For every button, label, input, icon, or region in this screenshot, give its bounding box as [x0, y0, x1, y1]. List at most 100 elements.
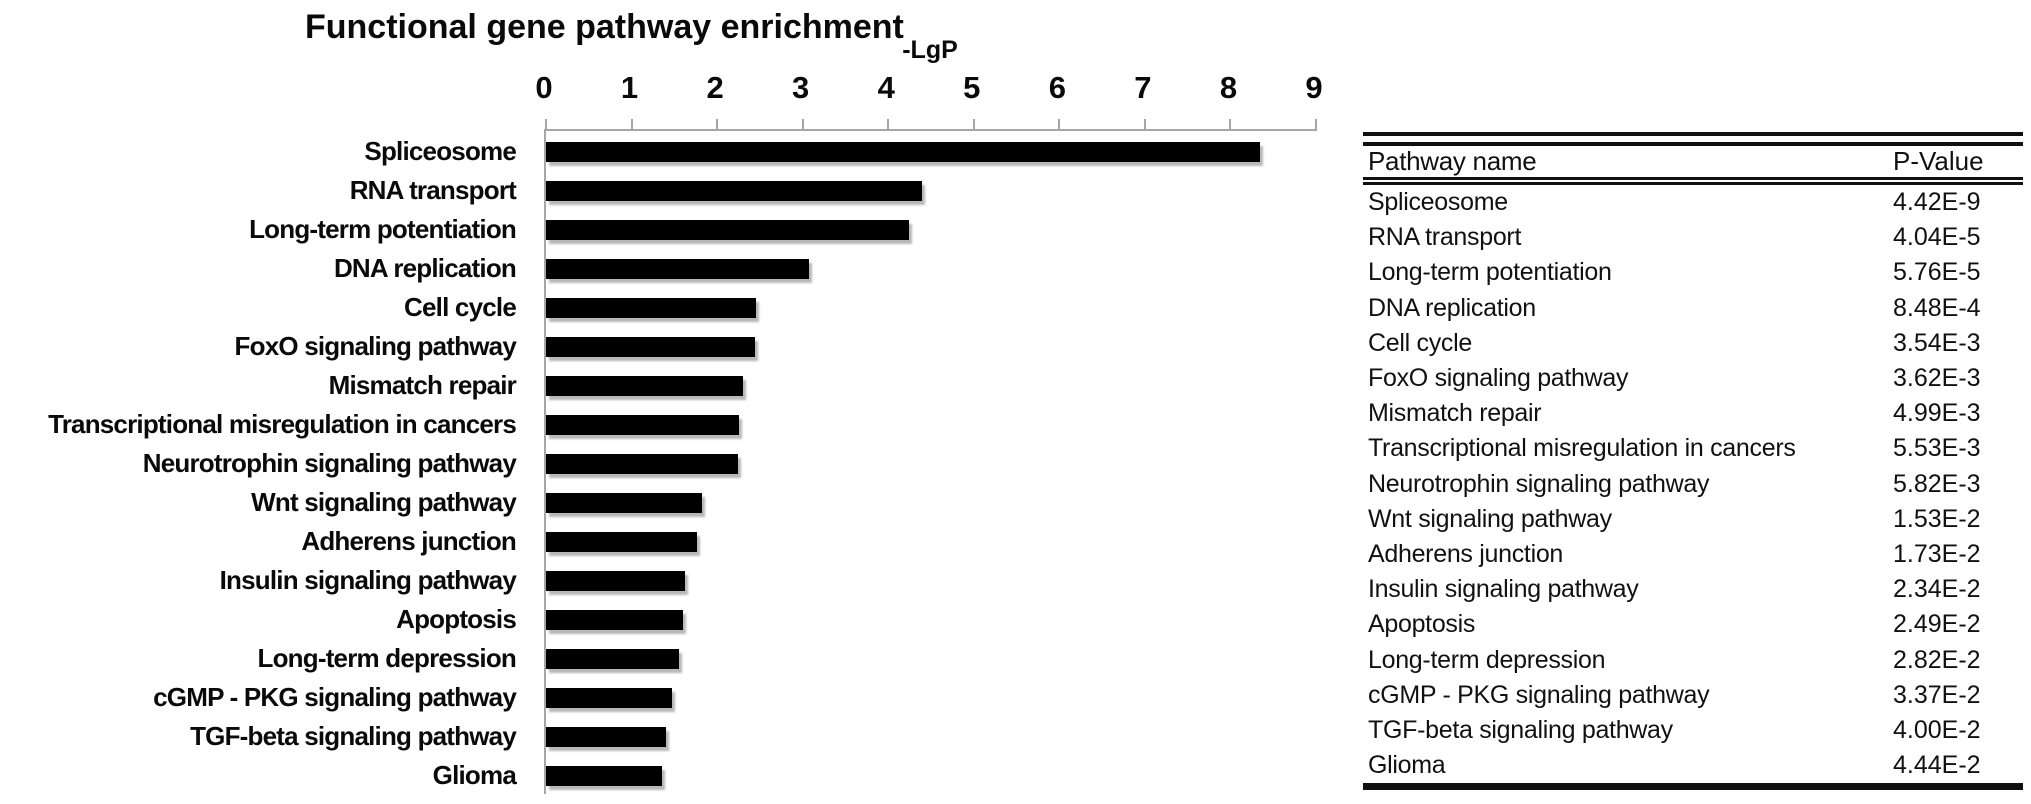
bar-row: Transcriptional misregulation in cancers [0, 405, 1320, 444]
x-axis-tick-labels: 0 1 2 3 4 5 6 7 8 9 [535, 70, 1322, 106]
bar [546, 219, 909, 240]
table-row: Spliceosome 4.42E-9 [1363, 185, 2023, 220]
x-axis-tick-mark [1058, 119, 1061, 131]
table-header-rule [1363, 177, 2023, 185]
table-cell-pvalue: 3.62E-3 [1893, 364, 1981, 393]
table-cell-pathway: DNA replication [1368, 293, 1536, 322]
table-header-row: Pathway name P-Value [1363, 146, 2023, 177]
table-row: Neurotrophin signaling pathway 5.82E-3 [1363, 467, 2023, 502]
bar-row: Long-term depression [0, 639, 1320, 678]
table-row: Wnt signaling pathway 1.53E-2 [1363, 502, 2023, 537]
x-axis-tick-mark [887, 119, 890, 131]
x-axis-tick-label: 9 [1305, 70, 1323, 105]
bar [546, 687, 672, 708]
table-row: DNA replication 8.48E-4 [1363, 291, 2023, 326]
bar-category-label: DNA replication [333, 253, 517, 283]
x-axis-tick-label: 4 [877, 70, 895, 105]
bar-category-label: TGF-beta signaling pathway [190, 721, 517, 751]
table-cell-pvalue: 3.54E-3 [1893, 328, 1981, 357]
bar-row: Apoptosis [0, 600, 1320, 639]
table-row: Glioma 4.44E-2 [1363, 748, 2023, 783]
table-cell-pathway: Adherens junction [1368, 539, 1564, 568]
bar-row: RNA transport [0, 171, 1320, 210]
table-cell-pathway: Insulin signaling pathway [1368, 575, 1639, 604]
table-cell-pvalue: 2.82E-2 [1893, 645, 1981, 674]
plot-area [544, 119, 1317, 794]
table-row: Insulin signaling pathway 2.34E-2 [1363, 572, 2023, 607]
x-axis-tick-label: 1 [620, 70, 639, 105]
bar [546, 531, 697, 552]
bar [546, 765, 662, 786]
table-cell-pathway: Cell cycle [1368, 328, 1472, 357]
table-row: Transcriptional misregulation in cancers… [1363, 431, 2023, 466]
table-row: Long-term depression 2.82E-2 [1363, 642, 2023, 677]
bar [546, 336, 755, 357]
table-row: cGMP - PKG signaling pathway 3.37E-2 [1363, 678, 2023, 713]
bar-category-label: Glioma [432, 760, 517, 790]
x-axis-label: -LgP [902, 36, 958, 64]
table-cell-pvalue: 2.49E-2 [1893, 610, 1981, 639]
bar-category-label: Cell cycle [404, 292, 517, 322]
bar [546, 609, 683, 630]
table-cell-pvalue: 3.37E-2 [1893, 680, 1981, 709]
bar-row: Neurotrophin signaling pathway [0, 444, 1320, 483]
table-cell-pvalue: 1.73E-2 [1893, 539, 1981, 568]
bar-row: TGF-beta signaling pathway [0, 717, 1320, 756]
x-axis-tick-mark [545, 119, 547, 131]
table-cell-pathway: Transcriptional misregulation in cancers [1368, 434, 1796, 463]
bar-row: FoxO signaling pathway [0, 327, 1320, 366]
x-axis-tick-label: 8 [1219, 70, 1238, 105]
bar-row: Wnt signaling pathway [0, 483, 1320, 522]
bar [546, 648, 679, 669]
x-axis-tick-mark [1229, 119, 1232, 131]
bar-rows: Spliceosome RNA transport Long-term potent… [0, 132, 1320, 795]
bar [546, 570, 686, 591]
table-cell-pvalue: 5.53E-3 [1893, 434, 1981, 463]
table-cell-pathway: Mismatch repair [1368, 399, 1542, 428]
table-cell-pathway: FoxO signaling pathway [1368, 364, 1629, 393]
bar-category-label: Apoptosis [396, 604, 517, 634]
table-row: TGF-beta signaling pathway 4.00E-2 [1363, 713, 2023, 748]
bar-category-label: Long-term potentiation [249, 214, 517, 244]
table-cell-pvalue: 4.42E-9 [1893, 188, 1981, 217]
x-axis-tick-label: 5 [963, 70, 981, 105]
x-axis-tick-label: 7 [1134, 70, 1152, 105]
bar-row: Insulin signaling pathway [0, 561, 1320, 600]
table-cell-pathway: Neurotrophin signaling pathway [1368, 469, 1710, 498]
bar [546, 297, 756, 318]
bar-row: cGMP - PKG signaling pathway [0, 678, 1320, 717]
bar-category-label: cGMP - PKG signaling pathway [153, 682, 517, 712]
bar [546, 258, 809, 279]
bar-row: Cell cycle [0, 288, 1320, 327]
x-axis-tick-mark [801, 119, 804, 131]
table-cell-pathway: Long-term potentiation [1368, 258, 1612, 287]
bar [546, 453, 738, 474]
table-cell-pathway: Spliceosome [1368, 188, 1508, 217]
table-cell-pathway: Wnt signaling pathway [1368, 504, 1612, 533]
bar-row: Spliceosome [0, 132, 1320, 171]
bar [546, 726, 666, 747]
bar [546, 180, 922, 201]
table-cell-pvalue: 1.53E-2 [1893, 504, 1981, 533]
bar [546, 141, 1261, 162]
table-cell-pvalue: 5.76E-5 [1893, 258, 1981, 287]
bar-category-label: Insulin signaling pathway [219, 565, 517, 595]
table-cell-pvalue: 8.48E-4 [1893, 293, 1981, 322]
bar [546, 414, 740, 435]
table-cell-pathway: cGMP - PKG signaling pathway [1368, 680, 1710, 709]
table-cell-pvalue: 4.00E-2 [1893, 715, 1981, 744]
bar-category-label: Adherens junction [301, 526, 516, 556]
table-row: Mismatch repair 4.99E-3 [1363, 396, 2023, 431]
bar-row: Adherens junction [0, 522, 1320, 561]
table-row: Long-term potentiation 5.76E-5 [1363, 255, 2023, 290]
x-axis-tick-mark [1143, 119, 1146, 131]
x-axis-tick-mark [716, 119, 719, 131]
table-cell-pvalue: 5.82E-3 [1893, 469, 1981, 498]
bar-row: DNA replication [0, 249, 1320, 288]
pvalue-table: Pathway name P-Value Spliceosome 4.42E-9 R… [1363, 132, 2023, 791]
table-row: Adherens junction 1.73E-2 [1363, 537, 2023, 572]
bar-category-label: Wnt signaling pathway [251, 487, 517, 517]
x-axis-tick-label: 3 [792, 70, 810, 105]
x-axis-tick-label: 2 [706, 70, 724, 105]
